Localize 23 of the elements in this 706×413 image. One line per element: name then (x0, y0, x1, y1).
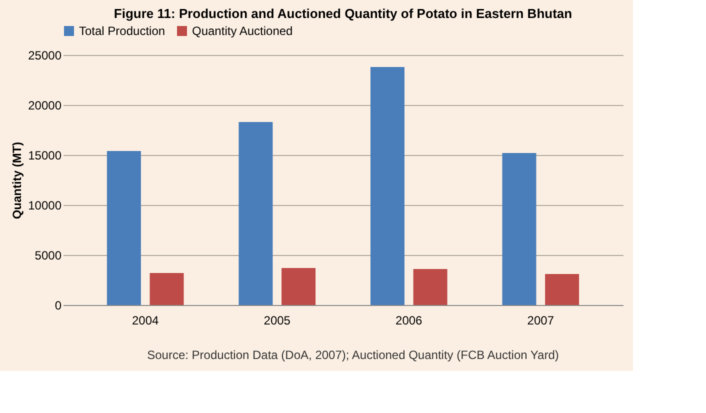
bar (106, 151, 141, 305)
y-tick-label: 5000 (34, 248, 62, 262)
x-tick-label: 2006 (396, 314, 423, 328)
y-tick-label: 25000 (28, 48, 62, 62)
y-tick-label: 0 (54, 298, 62, 312)
x-tick-label: 2005 (264, 314, 291, 328)
x-tick-label: 2007 (527, 314, 554, 328)
bar (282, 268, 316, 305)
bar (545, 274, 580, 305)
x-tick-label: 2004 (132, 314, 160, 328)
bar (150, 273, 184, 305)
bar (413, 269, 448, 305)
legend-label: Quantity Auctioned (192, 24, 293, 38)
y-tick-label: 10000 (28, 198, 62, 212)
y-tick-label: 15000 (28, 148, 62, 162)
bar (238, 122, 273, 305)
legend-label: Total Production (79, 24, 166, 38)
bar (370, 67, 404, 305)
y-axis-title: Quantity (MT) (10, 142, 24, 220)
source-note: Source: Production Data (DoA, 2007); Auctioned Quantity (FCB Auction Yard) (147, 348, 559, 362)
y-tick-label: 20000 (28, 98, 62, 112)
chart-title: Figure 11: Production and Auctioned Quantity of Potato in Eastern Bhutan (114, 6, 572, 21)
bar (502, 153, 536, 305)
